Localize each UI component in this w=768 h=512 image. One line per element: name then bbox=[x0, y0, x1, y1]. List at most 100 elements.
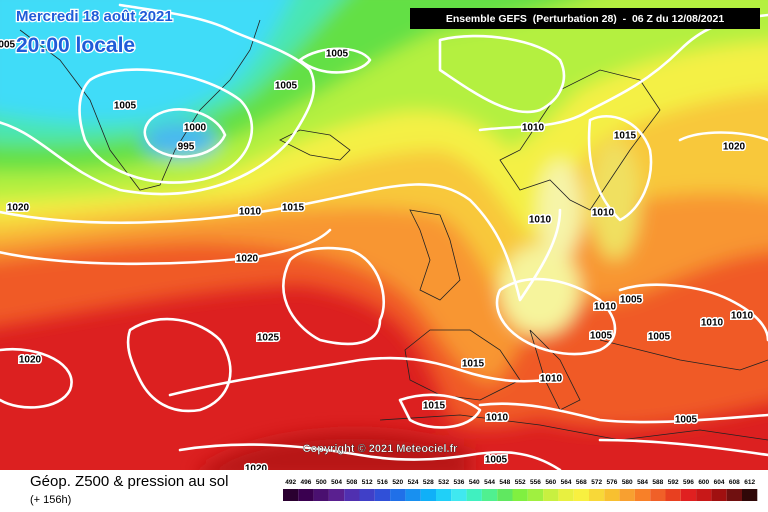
isobar-label: 1005 bbox=[0, 40, 16, 51]
model-box bbox=[410, 8, 760, 29]
coastlines bbox=[19, 19, 768, 441]
isobar-label: 1020 bbox=[236, 254, 259, 265]
scale-label: 612 bbox=[744, 479, 755, 486]
isobar-label: 1010 bbox=[239, 207, 262, 218]
lead-time: (+ 156h) bbox=[30, 494, 71, 506]
scale-swatch bbox=[344, 489, 360, 501]
isobar-label: 1015 bbox=[282, 203, 305, 214]
scale-swatch bbox=[696, 489, 712, 501]
scale-label: 604 bbox=[714, 479, 725, 486]
isobar-label: 1000 bbox=[184, 123, 207, 134]
isobar-label: 1025 bbox=[257, 333, 280, 344]
scale-label: 528 bbox=[423, 479, 434, 486]
isobar-label: 1010 bbox=[701, 318, 724, 329]
scale-label: 512 bbox=[362, 479, 373, 486]
scale-swatch bbox=[742, 489, 758, 501]
isobar-label: 1020 bbox=[19, 355, 42, 366]
scale-swatch bbox=[436, 489, 452, 501]
isobar-label: 1010 bbox=[540, 374, 563, 385]
scale-swatch bbox=[313, 489, 329, 501]
isobar-labels: 1005 1005 1005 1005 1000 995 1010 1015 1020 1020 1… bbox=[0, 38, 755, 475]
scale-swatch bbox=[543, 489, 559, 501]
scale-swatch bbox=[359, 489, 375, 501]
scale-label: 500 bbox=[316, 479, 327, 486]
copyright: Copyright © 2021 Meteociel.fr bbox=[303, 443, 459, 455]
isobar-label: 1010 bbox=[592, 208, 615, 219]
scale-swatch bbox=[497, 489, 513, 501]
isobar-label: 1010 bbox=[522, 123, 545, 134]
scale-label: 572 bbox=[591, 479, 602, 486]
isobar-label: 1010 bbox=[486, 413, 509, 424]
scale-label: 556 bbox=[530, 479, 541, 486]
isobar-label: 1005 bbox=[648, 332, 671, 343]
scale-label: 564 bbox=[561, 479, 572, 486]
isobars bbox=[0, 3, 768, 470]
scale-swatch bbox=[283, 489, 299, 501]
scale-label: 516 bbox=[377, 479, 388, 486]
scale-swatch bbox=[634, 489, 651, 501]
scale-swatch bbox=[527, 489, 544, 501]
time-label: 20:00 locale bbox=[16, 34, 135, 57]
scale-label: 508 bbox=[346, 479, 357, 486]
scale-label: 560 bbox=[545, 479, 556, 486]
scale-label: 592 bbox=[668, 479, 679, 486]
scale-swatch bbox=[680, 489, 697, 501]
scale-label: 588 bbox=[652, 479, 663, 486]
isobar-label: 1020 bbox=[245, 464, 268, 475]
isobar-label: 1020 bbox=[723, 142, 746, 153]
scale-swatch bbox=[374, 489, 391, 501]
scale-label: 552 bbox=[515, 479, 526, 486]
scale-label: 580 bbox=[622, 479, 633, 486]
isobar-label: 1020 bbox=[7, 203, 30, 214]
scale-label: 596 bbox=[683, 479, 694, 486]
scale-swatch bbox=[573, 489, 589, 501]
scale-label: 536 bbox=[454, 479, 465, 486]
scale-swatch bbox=[589, 489, 605, 501]
color-scale: 492 496 500 504 508 512 516 520 524 528 532 536 540 5… bbox=[283, 479, 758, 501]
scale-label: 576 bbox=[607, 479, 618, 486]
isobar-label: 1015 bbox=[614, 131, 637, 142]
scale-swatch bbox=[298, 489, 314, 501]
scale-swatch bbox=[650, 489, 666, 501]
scale-swatch bbox=[466, 489, 482, 501]
isobar-label: 1005 bbox=[275, 81, 298, 92]
scale-swatch bbox=[604, 489, 620, 501]
scale-swatch bbox=[481, 489, 498, 501]
scale-label: 492 bbox=[285, 479, 296, 486]
scale-label: 608 bbox=[729, 479, 740, 486]
isobar-label: 1005 bbox=[675, 415, 698, 426]
scale-swatch bbox=[512, 489, 528, 501]
scale-swatch bbox=[451, 489, 467, 501]
scale-label: 520 bbox=[392, 479, 403, 486]
scale-label: 532 bbox=[438, 479, 449, 486]
scale-swatch bbox=[665, 489, 681, 501]
scale-label: 540 bbox=[469, 479, 480, 486]
isobar-label: 1010 bbox=[731, 311, 754, 322]
isobar-label: 995 bbox=[178, 142, 195, 153]
scale-label: 568 bbox=[576, 479, 587, 486]
scale-swatch bbox=[619, 489, 635, 501]
scale-swatch bbox=[328, 489, 345, 501]
scale-swatch bbox=[420, 489, 436, 501]
scale-label: 504 bbox=[331, 479, 342, 486]
model-label: Ensemble GEFS (Perturbation 28) - 06 Z d… bbox=[446, 13, 725, 25]
isobar-label: 1005 bbox=[485, 455, 508, 466]
scale-label: 584 bbox=[637, 479, 648, 486]
scale-swatch bbox=[558, 489, 574, 501]
isobar-label: 1005 bbox=[326, 49, 349, 60]
scale-swatch bbox=[405, 489, 421, 501]
isobar-label: 1010 bbox=[594, 302, 617, 313]
scale-label: 548 bbox=[499, 479, 510, 486]
isobar-label: 1005 bbox=[620, 295, 643, 306]
isobar-label: 1015 bbox=[423, 401, 446, 412]
scale-label: 496 bbox=[301, 479, 312, 486]
scale-label: 544 bbox=[484, 479, 495, 486]
isobar-label: 1015 bbox=[462, 359, 485, 370]
isobar-label: 1005 bbox=[114, 101, 137, 112]
scale-label: 600 bbox=[698, 479, 709, 486]
isobar-label: 1010 bbox=[529, 215, 552, 226]
scale-label: 524 bbox=[408, 479, 419, 486]
date-label: Mercredi 18 août 2021 bbox=[16, 8, 173, 25]
